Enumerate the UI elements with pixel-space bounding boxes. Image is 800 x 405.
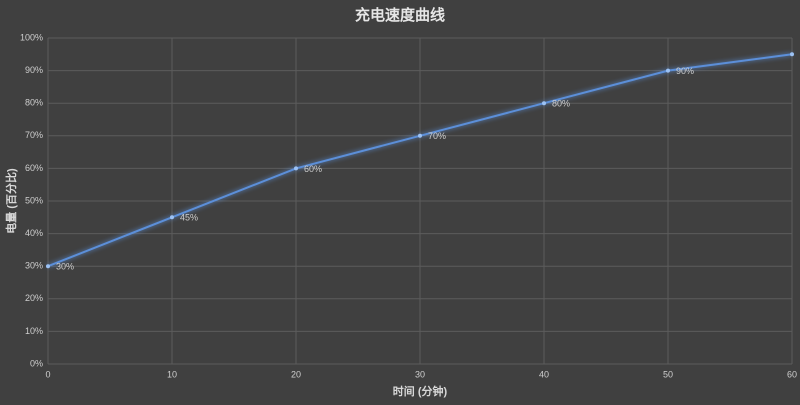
data-label: 80% bbox=[552, 99, 570, 109]
y-tick-label: 70% bbox=[25, 130, 43, 140]
data-label: 90% bbox=[676, 66, 694, 76]
point bbox=[46, 264, 50, 269]
point bbox=[666, 68, 670, 73]
y-tick-label: 20% bbox=[25, 293, 43, 303]
x-axis-title: 时间 (分钟) bbox=[393, 384, 448, 398]
point bbox=[294, 166, 298, 171]
x-tick-label: 0 bbox=[45, 369, 50, 379]
data-label: 30% bbox=[56, 262, 74, 272]
x-tick-label: 60 bbox=[787, 369, 797, 379]
x-tick-label: 20 bbox=[291, 369, 301, 379]
point bbox=[790, 52, 794, 57]
y-tick-label: 50% bbox=[25, 195, 43, 205]
data-label: 60% bbox=[304, 164, 322, 174]
y-tick-label: 60% bbox=[25, 163, 43, 173]
y-tick-label: 40% bbox=[25, 228, 43, 238]
y-tick-label: 100% bbox=[20, 32, 43, 42]
y-axis-title: 电量 (百分比) bbox=[4, 168, 18, 234]
x-tick-label: 30 bbox=[415, 369, 425, 379]
x-tick-label: 40 bbox=[539, 369, 549, 379]
y-tick-label: 80% bbox=[25, 98, 43, 108]
data-label: 70% bbox=[428, 131, 446, 141]
chart-title: 充电速度曲线 bbox=[355, 6, 445, 24]
point bbox=[418, 133, 422, 138]
data-label: 45% bbox=[180, 213, 198, 223]
y-tick-label: 90% bbox=[25, 65, 43, 75]
x-tick-label: 10 bbox=[167, 369, 177, 379]
y-tick-label: 30% bbox=[25, 261, 43, 271]
point bbox=[542, 101, 546, 106]
y-tick-label: 0% bbox=[30, 358, 43, 368]
y-tick-label: 10% bbox=[25, 326, 43, 336]
x-tick-label: 50 bbox=[663, 369, 673, 379]
point bbox=[170, 215, 174, 220]
